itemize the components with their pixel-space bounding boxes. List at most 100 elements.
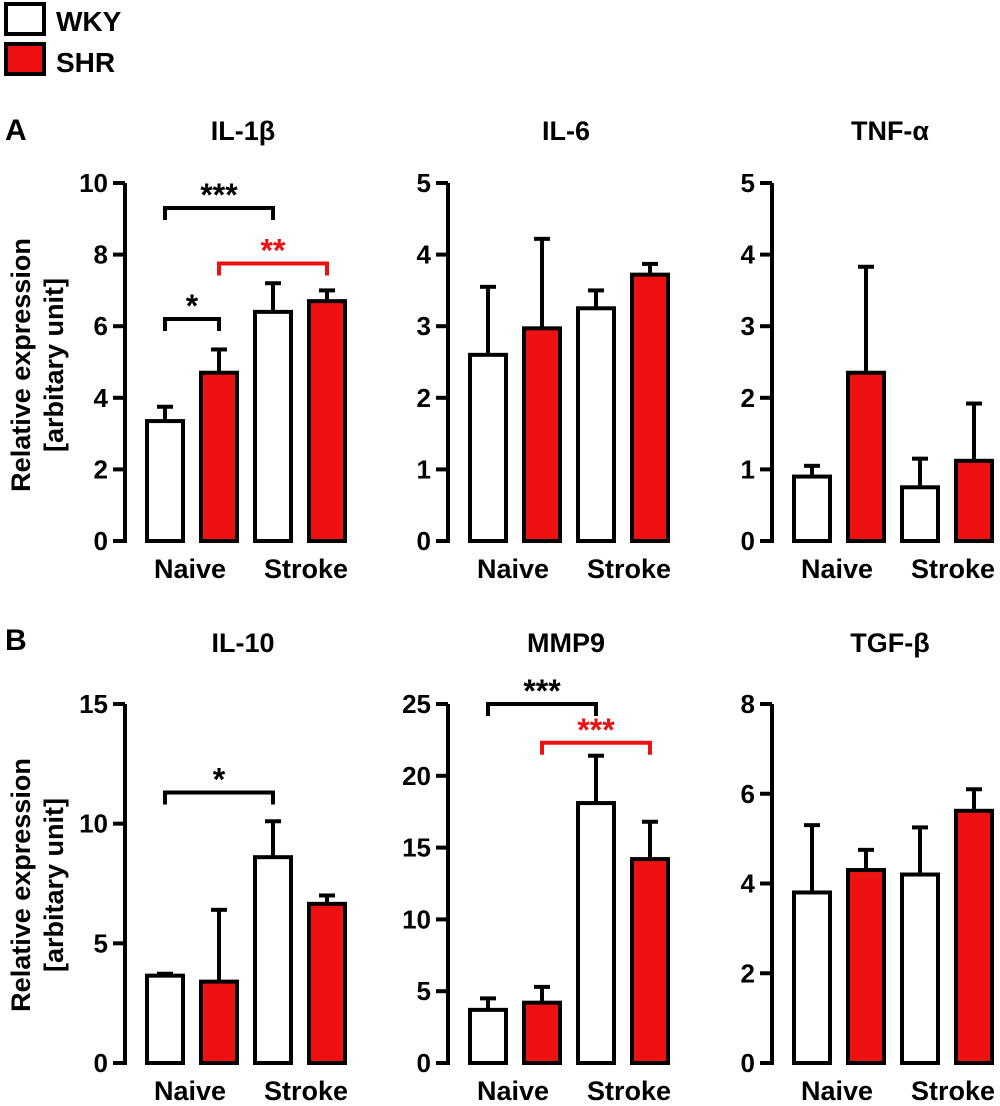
y-tick-label: 1 — [417, 454, 431, 484]
y-tick-label: 20 — [402, 761, 431, 791]
ylabel-b-line1: Relative expression — [6, 758, 36, 1012]
bar-wky-stroke — [576, 801, 616, 1065]
chart-title: TGF-β — [850, 628, 929, 658]
significance-label: ** — [261, 233, 286, 269]
bar-wky-naive — [145, 973, 185, 1065]
bar-wky-naive — [468, 352, 508, 543]
y-tick-label: 1 — [741, 454, 755, 484]
y-tick-label: 5 — [94, 928, 108, 958]
significance-label: * — [186, 288, 199, 324]
significance-label: *** — [523, 673, 561, 709]
y-tick-label: 5 — [741, 168, 755, 198]
significance-label: * — [213, 762, 226, 798]
bar-shr-stroke — [307, 299, 347, 544]
bar-shr-naive — [199, 370, 239, 543]
y-tick-label: 10 — [79, 809, 108, 839]
legend-swatch-wky — [4, 2, 46, 36]
x-category-label: Stroke — [587, 1076, 671, 1106]
x-category-label: Naive — [477, 1076, 549, 1106]
bar-shr-naive — [522, 1000, 562, 1065]
bar-shr-naive — [846, 868, 886, 1065]
ylabel-row-b: Relative expression [arbitary unit] — [6, 758, 69, 1012]
bar-wky-naive — [792, 890, 832, 1065]
bar-wky-naive — [468, 1007, 508, 1065]
x-category-label: Stroke — [264, 554, 348, 584]
legend-label-shr: SHR — [56, 47, 115, 78]
significance-label: *** — [577, 712, 615, 748]
y-tick-label: 2 — [94, 454, 108, 484]
ylabel-a-line1: Relative expression — [6, 238, 36, 492]
chart-panel-5: MMP9 0 5 10 15 20 25 Naive Stroke *** *** — [402, 628, 671, 1106]
chart-title: MMP9 — [527, 628, 605, 658]
y-tick-label: 0 — [741, 1048, 755, 1078]
legend-swatch-shr — [4, 42, 46, 76]
y-tick-label: 0 — [417, 1048, 431, 1078]
bar-wky-naive — [792, 474, 832, 543]
bar-shr-stroke — [954, 808, 994, 1065]
panel-label-b: B — [5, 624, 27, 657]
y-tick-label: 5 — [417, 168, 431, 198]
y-tick-label: 4 — [741, 240, 756, 270]
y-tick-label: 2 — [741, 958, 755, 988]
x-category-label: Naive — [154, 1076, 226, 1106]
chart-panel-3: TNF-α 0 1 2 3 4 5 Naive Stroke — [741, 116, 995, 584]
ylabel-b-line2: [arbitary unit] — [39, 798, 69, 972]
bar-wky-stroke — [253, 855, 293, 1065]
legend-label-wky: WKY — [56, 6, 122, 37]
y-tick-label: 4 — [417, 240, 432, 270]
bar-wky-naive — [145, 419, 185, 544]
chart-panel-6: TGF-β 0 2 4 6 8 Naive Stroke — [741, 628, 995, 1106]
bar-shr-stroke — [307, 901, 347, 1065]
x-category-label: Stroke — [911, 554, 995, 584]
bar-wky-stroke — [576, 306, 616, 543]
significance-label: *** — [200, 177, 238, 213]
bar-wky-stroke — [900, 872, 940, 1066]
ylabel-a-line2: [arbitary unit] — [39, 278, 69, 452]
bar-shr-naive — [199, 979, 239, 1065]
y-tick-label: 4 — [94, 383, 109, 413]
significance-bracket — [486, 702, 598, 716]
bar-wky-stroke — [900, 485, 940, 543]
bar-shr-stroke — [630, 857, 670, 1066]
y-tick-label: 6 — [741, 779, 755, 809]
bar-wky-stroke — [253, 309, 293, 543]
y-tick-label: 0 — [741, 526, 755, 556]
y-tick-label: 3 — [417, 311, 431, 341]
x-category-label: Stroke — [911, 1076, 995, 1106]
significance-bracket — [540, 740, 652, 755]
chart-panel-2: IL-6 0 1 2 3 4 5 Naive Stroke — [417, 116, 671, 584]
chart-title: IL-1β — [211, 116, 275, 146]
significance-bracket — [163, 206, 275, 221]
y-tick-label: 0 — [417, 526, 431, 556]
significance-bracket — [217, 261, 329, 276]
x-category-label: Stroke — [264, 1076, 348, 1106]
bar-shr-naive — [846, 370, 886, 543]
y-tick-label: 6 — [94, 311, 108, 341]
y-tick-label: 0 — [94, 526, 108, 556]
x-category-label: Naive — [154, 554, 226, 584]
y-tick-label: 8 — [741, 689, 755, 719]
legend: WKY SHR — [4, 2, 122, 78]
y-tick-label: 4 — [741, 869, 756, 899]
x-category-label: Naive — [801, 554, 873, 584]
y-tick-label: 10 — [402, 904, 431, 934]
chart-panel-4: IL-10 0 5 10 15 Naive Stroke * — [79, 628, 348, 1106]
panel-label-a: A — [5, 114, 27, 147]
significance-bracket — [163, 317, 221, 332]
significance-bracket — [163, 790, 275, 805]
chart-title: TNF-α — [851, 116, 929, 146]
y-tick-label: 15 — [79, 689, 108, 719]
x-category-label: Naive — [477, 554, 549, 584]
bar-shr-stroke — [954, 458, 994, 544]
y-tick-label: 15 — [402, 833, 431, 863]
bar-shr-stroke — [630, 272, 670, 543]
y-tick-label: 0 — [94, 1048, 108, 1078]
y-tick-label: 10 — [79, 168, 108, 198]
y-tick-label: 8 — [94, 240, 108, 270]
y-tick-label: 25 — [402, 689, 431, 719]
x-category-label: Stroke — [587, 554, 671, 584]
y-tick-label: 5 — [417, 976, 431, 1006]
